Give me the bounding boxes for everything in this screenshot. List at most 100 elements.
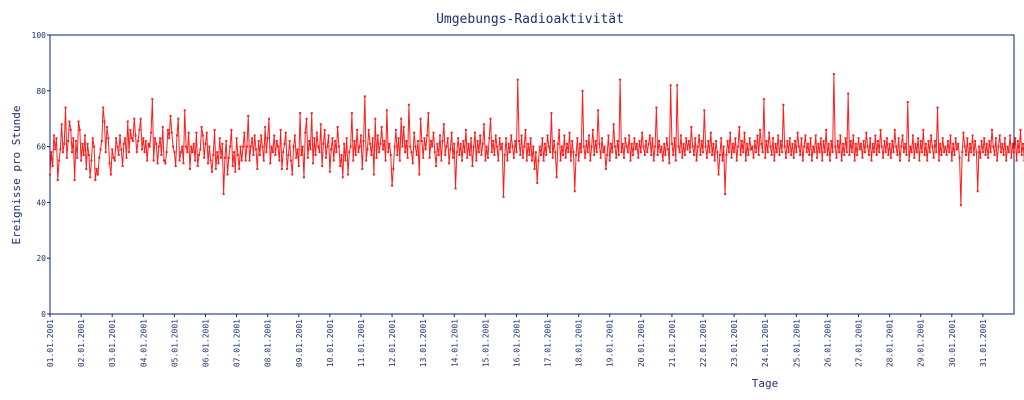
data-point (608, 159, 611, 162)
data-point (450, 131, 453, 134)
data-point (589, 159, 592, 162)
data-point (249, 145, 252, 148)
data-point (148, 145, 151, 148)
data-point (501, 142, 504, 145)
data-point (756, 134, 759, 137)
data-point (498, 137, 501, 140)
data-point (236, 153, 239, 156)
data-point (932, 156, 935, 159)
data-point (431, 145, 434, 148)
data-point (783, 145, 786, 148)
data-point (486, 156, 489, 159)
data-point (406, 156, 409, 159)
data-point (220, 156, 223, 159)
data-point (702, 151, 705, 154)
data-point (862, 140, 865, 143)
data-point (188, 167, 191, 170)
data-point (283, 142, 286, 145)
data-point (830, 140, 833, 143)
data-point (435, 165, 438, 168)
data-point (296, 148, 299, 151)
data-point (322, 142, 325, 145)
data-point (928, 151, 931, 154)
data-point (731, 142, 734, 145)
data-series (49, 73, 1024, 207)
data-point (673, 137, 676, 140)
data-point (604, 167, 607, 170)
data-point (138, 128, 141, 131)
data-point (384, 159, 387, 162)
data-point (505, 137, 508, 140)
data-point (163, 159, 166, 162)
data-point (718, 153, 721, 156)
data-point (647, 142, 650, 145)
data-point (192, 142, 195, 145)
data-point (375, 156, 378, 159)
data-point (222, 193, 225, 196)
data-point (261, 145, 264, 148)
data-point (733, 151, 736, 154)
data-point (173, 151, 176, 154)
data-point (295, 156, 298, 159)
data-point (113, 159, 116, 162)
data-point (81, 142, 84, 145)
data-point (337, 145, 340, 148)
data-point (829, 159, 832, 162)
data-point (948, 151, 951, 154)
data-point (800, 137, 803, 140)
data-point (51, 165, 54, 168)
data-point (534, 151, 537, 154)
data-point (541, 137, 544, 140)
data-point (558, 128, 561, 131)
data-point (937, 159, 940, 162)
data-point (564, 156, 567, 159)
data-point (383, 140, 386, 143)
x-tick-label: 09.01.2001 (295, 319, 304, 367)
data-point (795, 151, 798, 154)
data-point (335, 151, 338, 154)
data-point (1011, 142, 1014, 145)
data-point (199, 148, 202, 151)
data-point (727, 151, 730, 154)
data-point (996, 159, 999, 162)
data-point (742, 151, 745, 154)
data-point (686, 148, 689, 151)
data-point (439, 134, 442, 137)
data-point (269, 162, 272, 165)
data-point (543, 142, 546, 145)
data-point (725, 153, 728, 156)
data-point (915, 151, 918, 154)
data-point (659, 151, 662, 154)
data-point (655, 106, 658, 109)
data-point (309, 148, 312, 151)
data-point (277, 145, 280, 148)
data-point (794, 140, 797, 143)
data-point (453, 142, 456, 145)
data-point (292, 145, 295, 148)
data-point (436, 142, 439, 145)
data-point (256, 167, 259, 170)
data-point (134, 134, 137, 137)
data-point (834, 145, 837, 148)
data-point (267, 117, 270, 120)
data-point (978, 145, 981, 148)
y-axis-ticks: 0 20 40 60 80 100 (32, 31, 50, 319)
data-point (547, 145, 550, 148)
data-point (599, 156, 602, 159)
data-point (567, 151, 570, 154)
x-tick-label: 02.01.2001 (77, 319, 86, 367)
data-point (761, 151, 764, 154)
data-point (825, 128, 828, 131)
data-point (612, 123, 615, 126)
data-point (362, 140, 365, 143)
data-point (147, 142, 150, 145)
data-point (89, 176, 92, 179)
data-point (805, 151, 808, 154)
data-point (528, 153, 531, 156)
data-point (788, 137, 791, 140)
data-point (573, 190, 576, 193)
data-point (299, 112, 302, 115)
data-point (512, 156, 515, 159)
x-tick-label: 14.01.2001 (450, 319, 459, 367)
